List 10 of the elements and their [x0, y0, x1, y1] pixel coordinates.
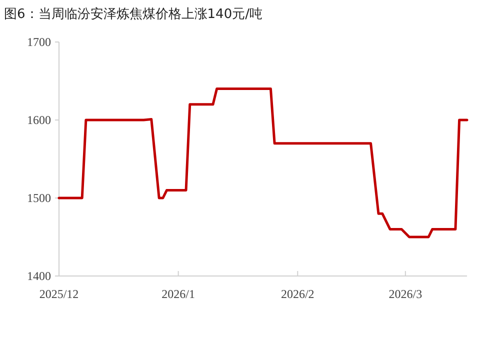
x-tick-label: 2026/1 — [162, 287, 195, 301]
chart-title: 图6：当周临汾安泽炼焦煤价格上涨140元/吨 — [4, 6, 262, 22]
y-tick-label: 1400 — [27, 269, 51, 283]
line-series — [58, 88, 468, 238]
y-tick-label: 1700 — [27, 35, 51, 49]
y-tick-label: 1600 — [27, 113, 51, 127]
x-tick-label: 2026/3 — [388, 287, 422, 301]
x-tick-label: 2025/12 — [39, 287, 79, 301]
x-tick-label: 2026/2 — [280, 287, 314, 301]
y-tick-label: 1500 — [27, 191, 51, 205]
